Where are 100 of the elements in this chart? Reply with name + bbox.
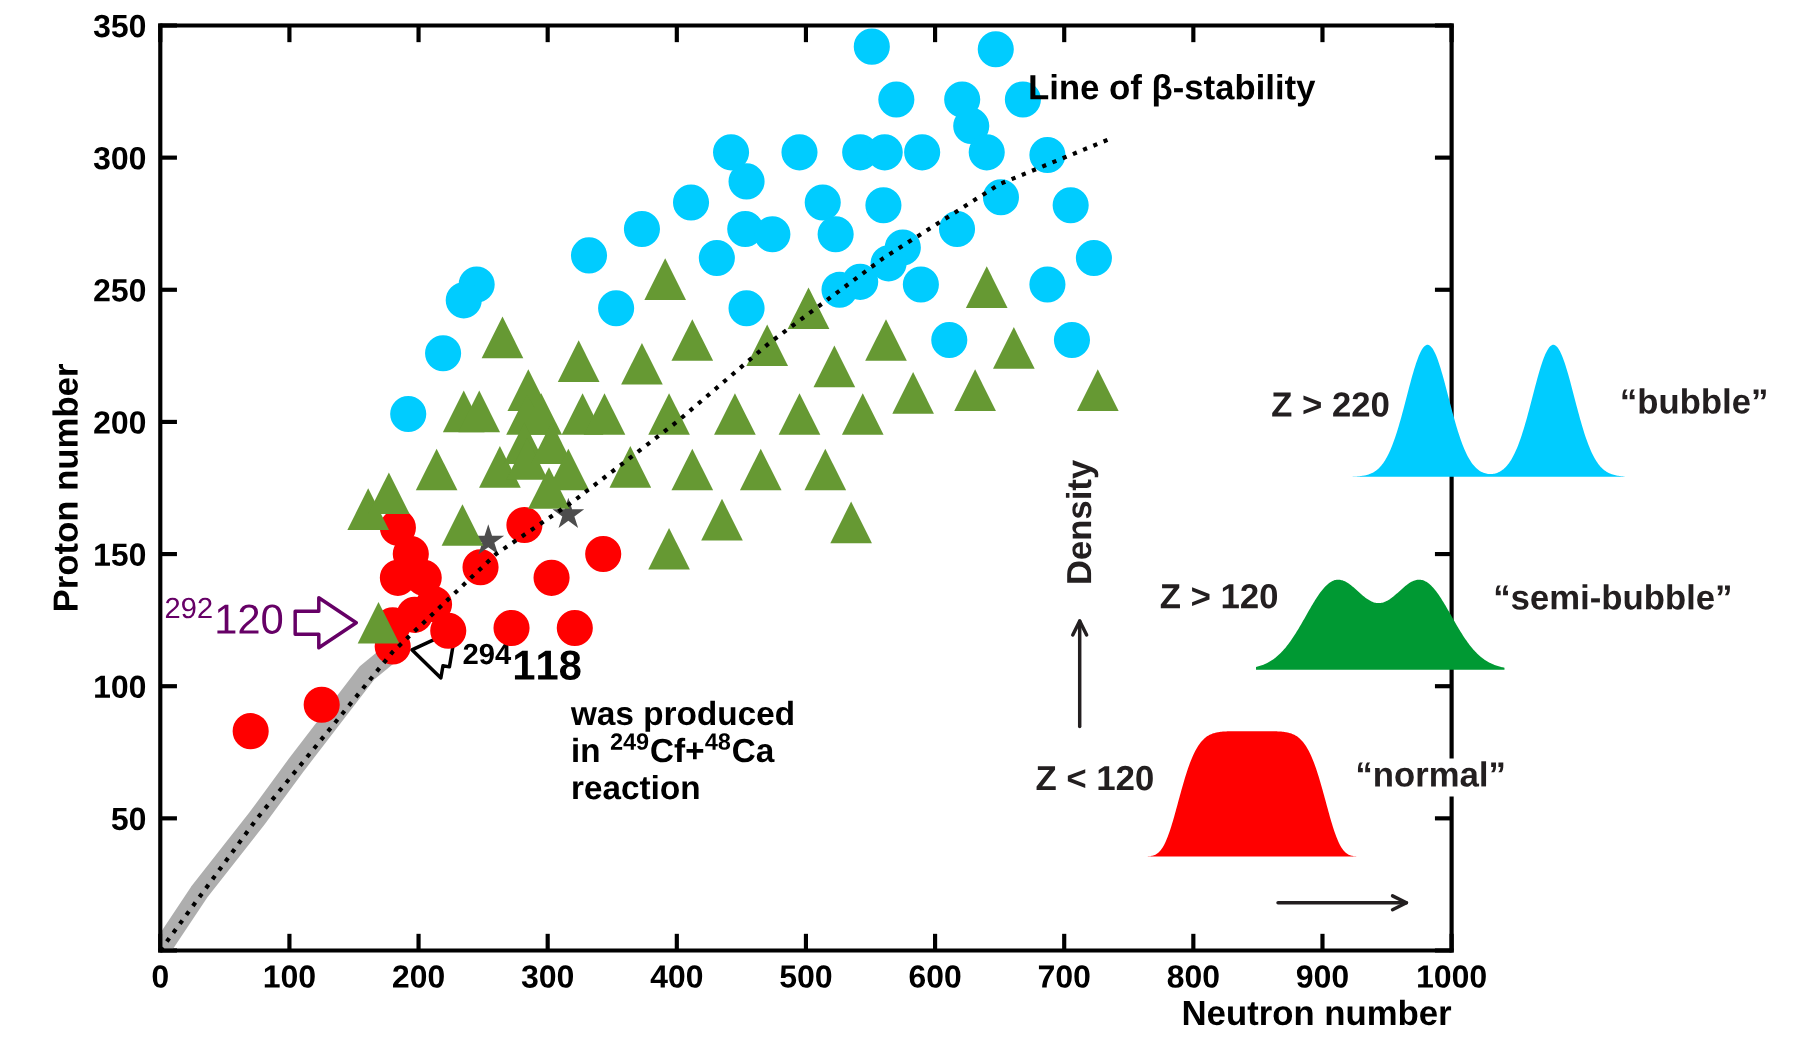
point <box>904 134 941 171</box>
point <box>621 342 663 385</box>
x-tick-label: 800 <box>1167 965 1219 988</box>
point <box>953 107 990 144</box>
point <box>830 501 872 544</box>
point <box>931 321 968 359</box>
point <box>623 210 661 248</box>
point <box>965 266 1008 308</box>
point <box>479 446 521 488</box>
point <box>1075 240 1112 277</box>
point <box>977 31 1014 68</box>
y-axis-title: Proton number <box>52 364 78 611</box>
annotation: Z > 120 <box>1160 583 1278 609</box>
point <box>462 549 499 586</box>
point <box>583 393 626 435</box>
point <box>458 390 501 433</box>
point <box>441 504 484 546</box>
point <box>746 324 789 367</box>
point <box>570 237 608 274</box>
point <box>870 245 907 282</box>
x-tick-label: 300 <box>521 965 574 988</box>
point <box>954 369 996 412</box>
point <box>968 134 1005 171</box>
x-tick-label: 0 <box>152 965 168 988</box>
point <box>644 258 687 301</box>
point <box>804 448 847 491</box>
point <box>556 610 593 647</box>
point <box>982 179 1019 216</box>
point <box>671 319 714 361</box>
point <box>781 134 818 171</box>
y-tick-label: 100 <box>95 675 146 699</box>
annotation: Z > 220 <box>1272 392 1389 417</box>
point <box>415 448 458 491</box>
point <box>728 163 765 200</box>
point <box>425 335 462 372</box>
x-tick-label: 100 <box>264 965 315 988</box>
point <box>853 28 890 65</box>
point <box>754 216 791 253</box>
point <box>813 345 856 388</box>
point <box>557 340 600 382</box>
point <box>533 559 570 596</box>
y-tick-label: 50 <box>111 807 146 831</box>
x-tick-label: 500 <box>780 965 832 988</box>
point <box>481 316 524 359</box>
point <box>938 210 976 248</box>
point <box>390 395 427 433</box>
point <box>598 290 635 327</box>
x-tick-label: 600 <box>909 965 961 988</box>
annotation: $^{294}$118 <box>463 643 581 680</box>
point <box>714 393 756 435</box>
annotation: was produced in $^{249}$Cf+$^{48}$Ca reaction <box>570 700 793 800</box>
point <box>841 393 884 435</box>
point <box>698 240 735 277</box>
x-tick-label: 700 <box>1038 965 1090 988</box>
annotation: Density <box>1065 459 1099 583</box>
point <box>878 81 915 118</box>
point <box>585 536 622 573</box>
point <box>648 393 690 435</box>
point <box>865 319 907 361</box>
point <box>778 393 821 435</box>
point <box>357 601 400 644</box>
y-tick-label: 150 <box>95 543 146 566</box>
point <box>232 713 269 750</box>
point <box>1052 187 1089 224</box>
y-tick-label: 350 <box>93 14 146 38</box>
point <box>892 372 934 414</box>
point <box>1029 136 1066 174</box>
point <box>1029 266 1066 303</box>
point <box>445 282 482 319</box>
point <box>506 506 543 544</box>
x-tick-label: 200 <box>393 965 444 988</box>
point <box>648 527 690 570</box>
annotation: $^{292}$120 <box>165 597 283 634</box>
x-tick-label: 400 <box>650 965 703 988</box>
point <box>701 498 743 541</box>
y-tick-label: 200 <box>94 411 146 434</box>
point <box>303 686 340 723</box>
point <box>528 467 570 509</box>
point <box>1076 369 1119 412</box>
point <box>902 266 939 303</box>
point <box>787 287 830 330</box>
point <box>804 184 841 221</box>
annotation: “normal” <box>1357 761 1504 787</box>
y-tick-label: 300 <box>93 146 146 170</box>
point <box>865 187 902 224</box>
annotation: Z < 120 <box>1036 765 1153 791</box>
annotation: Line of β-stability <box>1030 74 1316 107</box>
point <box>713 134 750 171</box>
x-tick-label: 900 <box>1296 965 1348 988</box>
text: “semi-bubble” <box>1495 584 1730 610</box>
x-tick-label: 1000 <box>1418 965 1486 988</box>
point <box>739 448 782 491</box>
point <box>842 263 879 300</box>
point <box>672 184 710 221</box>
x-axis-title: Neutron number <box>1183 999 1452 1026</box>
point <box>993 327 1035 369</box>
point <box>1053 321 1091 359</box>
point <box>609 446 652 488</box>
point <box>817 216 854 253</box>
text: “bubble” <box>1622 388 1766 414</box>
